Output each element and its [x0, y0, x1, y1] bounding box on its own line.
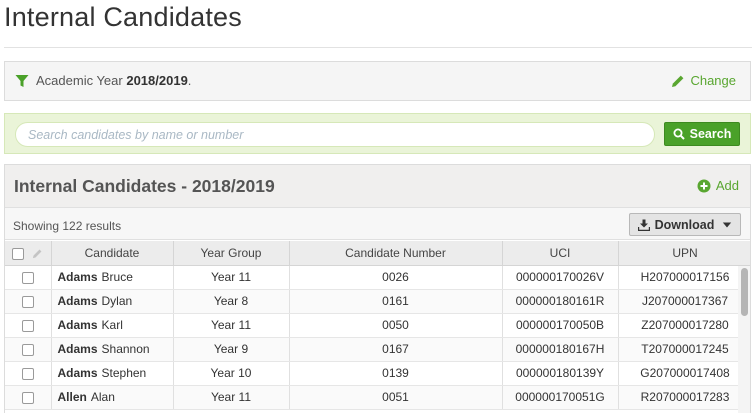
upn-cell: J207000017367 [618, 289, 750, 314]
candidate-name-cell[interactable]: Adams Stephen [51, 361, 174, 386]
magnifier-icon [673, 128, 685, 140]
candidate-number-cell: 0050 [289, 313, 503, 338]
row-checkbox[interactable] [21, 343, 34, 356]
add-label: Add [715, 178, 739, 193]
panel-title: Internal Candidates - 2018/2019 [14, 176, 275, 196]
select-all-header [5, 241, 52, 266]
candidate-number-cell: 0167 [289, 337, 503, 362]
uci-cell: 000000170026V [502, 265, 619, 290]
table-row[interactable]: Adams Shannon Year 9 0167 000000180167H T… [5, 337, 750, 362]
uci-cell: 000000180139Y [502, 361, 619, 386]
year-group-cell: Year 9 [173, 337, 290, 362]
uci-cell: 000000180161R [502, 289, 619, 314]
download-button[interactable]: Download [629, 213, 741, 236]
candidate-number-cell: 0139 [289, 361, 503, 386]
upn-cell: T207000017245 [618, 337, 750, 362]
candidate-surname: Adams [57, 270, 98, 284]
download-label: Download [654, 217, 715, 232]
row-checkbox[interactable] [21, 319, 34, 332]
year-group-cell: Year 11 [173, 385, 290, 410]
title-divider [4, 47, 752, 48]
uci-cell: 000000170050B [502, 313, 619, 338]
add-candidate-link[interactable]: Add [697, 178, 739, 193]
row-select-cell [5, 337, 52, 362]
candidates-table: Candidate Year Group Candidate Number UC… [5, 241, 750, 410]
table-row[interactable]: Adams Stephen Year 10 0139 000000180139Y … [5, 361, 750, 386]
change-year-link[interactable]: Change [671, 73, 736, 88]
candidate-forename: Dylan [101, 294, 133, 308]
row-select-cell [5, 313, 52, 338]
table-scrollbar[interactable] [738, 266, 750, 413]
candidate-forename: Shannon [101, 342, 150, 356]
uci-cell: 000000170051G [502, 385, 619, 410]
results-count: Showing 122 results [13, 219, 122, 233]
candidates-panel: Internal Candidates - 2018/2019 Add Show… [4, 164, 751, 413]
candidate-forename: Karl [101, 318, 123, 332]
row-select-cell [5, 289, 52, 314]
candidate-name-cell[interactable]: Adams Bruce [51, 265, 174, 290]
plus-circle-icon [697, 179, 711, 192]
change-year-label: Change [690, 73, 736, 88]
row-checkbox[interactable] [21, 391, 34, 404]
scrollbar-thumb[interactable] [741, 268, 748, 316]
table-header-row: Candidate Year Group Candidate Number UC… [5, 241, 750, 266]
year-group-cell: Year 8 [173, 289, 290, 314]
row-checkbox[interactable] [21, 271, 34, 284]
row-checkbox[interactable] [21, 367, 34, 380]
candidate-surname: Adams [57, 318, 98, 332]
candidate-name-cell[interactable]: Adams Shannon [51, 337, 174, 362]
table-row[interactable]: Adams Karl Year 11 0050 000000170050B Z20… [5, 313, 750, 338]
candidate-number-cell: 0026 [289, 265, 503, 290]
pencil-icon [672, 75, 684, 87]
upn-cell: Z207000017280 [618, 313, 750, 338]
search-input[interactable] [15, 122, 655, 147]
upn-cell: G207000017408 [618, 361, 750, 386]
search-button[interactable]: Search [664, 122, 740, 146]
candidate-surname: Adams [57, 342, 98, 356]
candidate-name-cell[interactable]: Adams Dylan [51, 289, 174, 314]
column-header-candidate[interactable]: Candidate [51, 241, 174, 266]
year-group-cell: Year 11 [173, 313, 290, 338]
table-row[interactable]: Adams Bruce Year 11 0026 000000170026V H2… [5, 265, 750, 290]
download-icon [637, 219, 650, 231]
candidate-surname: Adams [57, 294, 98, 308]
table-row[interactable]: Allen Alan Year 11 0051 000000170051G R20… [5, 385, 750, 410]
year-group-cell: Year 11 [173, 265, 290, 290]
search-button-label: Search [689, 127, 732, 141]
candidate-name-cell[interactable]: Allen Alan [51, 385, 174, 410]
academic-year-filter-bar: Academic Year 2018/2019. Change [4, 61, 751, 101]
column-header-year-group[interactable]: Year Group [173, 241, 290, 266]
candidate-forename: Stephen [101, 366, 147, 380]
column-header-uci[interactable]: UCI [502, 241, 619, 266]
row-select-cell [5, 385, 52, 410]
candidate-name-cell[interactable]: Adams Karl [51, 313, 174, 338]
uci-cell: 000000180167H [502, 337, 619, 362]
column-header-candidate-number[interactable]: Candidate Number [289, 241, 503, 266]
column-header-upn[interactable]: UPN [618, 241, 750, 266]
row-checkbox[interactable] [21, 295, 34, 308]
candidate-number-cell: 0161 [289, 289, 503, 314]
candidate-forename: Bruce [101, 270, 133, 284]
results-bar: Showing 122 results Download [5, 208, 750, 240]
row-select-cell [5, 265, 52, 290]
candidate-surname: Adams [57, 366, 98, 380]
candidate-forename: Alan [90, 390, 115, 404]
academic-year-value: 2018/2019 [126, 73, 188, 88]
row-select-cell [5, 361, 52, 386]
academic-year-label: Academic Year 2018/2019. [36, 73, 192, 88]
upn-cell: H207000017156 [618, 265, 750, 290]
candidate-number-cell: 0051 [289, 385, 503, 410]
caret-down-icon [723, 222, 732, 227]
pencil-icon [33, 249, 42, 259]
page-title: Internal Candidates [4, 2, 242, 32]
panel-header: Internal Candidates - 2018/2019 Add [5, 165, 750, 208]
table-row[interactable]: Adams Dylan Year 8 0161 000000180161R J20… [5, 289, 750, 314]
search-bar: Search [4, 113, 751, 154]
upn-cell: R207000017283 [618, 385, 750, 410]
year-group-cell: Year 10 [173, 361, 290, 386]
select-all-checkbox[interactable] [12, 247, 25, 260]
funnel-icon [15, 75, 29, 87]
candidate-surname: Allen [57, 390, 87, 404]
